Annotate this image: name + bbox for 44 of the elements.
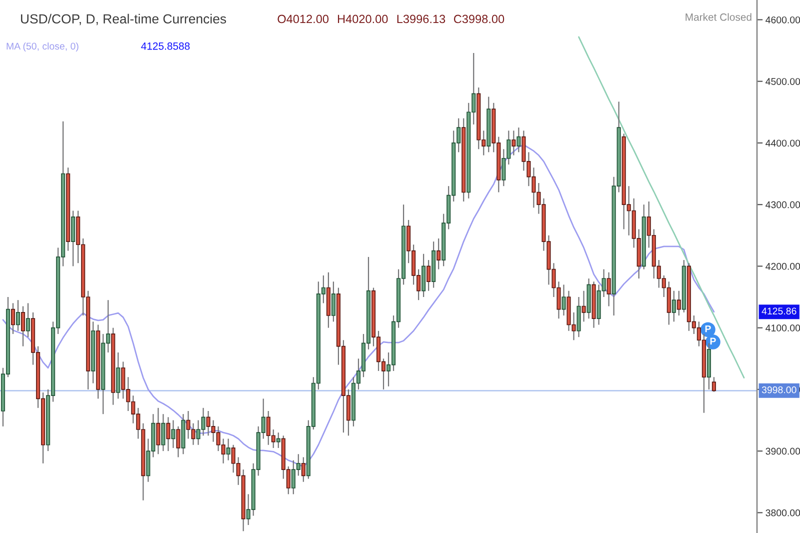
annotation: P (710, 338, 716, 344)
candlestick (166, 416, 170, 452)
candlestick (672, 290, 676, 322)
candlestick (582, 290, 586, 322)
candlestick (156, 407, 160, 455)
candlestick (606, 272, 611, 307)
annotation: L3996.13 (397, 14, 446, 24)
candlestick (436, 238, 441, 270)
y-tick-label: 4600.00 (766, 16, 800, 24)
annotation: P (705, 325, 711, 332)
candlestick (26, 302, 30, 338)
candlestick (16, 300, 20, 332)
text: USD/COP, D, Real-time Currencies (21, 14, 226, 26)
annotation: Market Closed (686, 13, 752, 21)
y-tick-label: 4400.00 (766, 140, 800, 147)
candlestick (161, 414, 166, 452)
y-tick-label: 4200.00 (766, 262, 800, 270)
candlestick (226, 438, 230, 461)
candlestick (171, 420, 176, 449)
annotation: O4012.00 (278, 14, 329, 24)
y-tick-label: 4500.00 (766, 78, 800, 85)
annotation: 4125.8588 (141, 42, 190, 50)
ref-line-label: 3998.00 (762, 386, 796, 394)
y-tick-label: 3900.00 (766, 448, 800, 455)
y-tick-label: 4300.00 (766, 201, 800, 208)
annotation: C3998.00 (454, 14, 504, 24)
annotation: H4020.00 (338, 14, 388, 24)
candlestick (10, 302, 16, 335)
candlestick (301, 456, 306, 482)
candlestick (676, 290, 681, 316)
line-series (578, 36, 745, 378)
annotation: 4125.86 (762, 308, 796, 314)
candlestick (516, 126, 521, 153)
candlestick (276, 432, 280, 449)
candlestick (176, 426, 180, 458)
candlestick (512, 130, 516, 156)
text: MA (50, close, 0) (6, 42, 78, 52)
candlestick (426, 259, 431, 292)
candlestick (562, 284, 566, 316)
candlestick (712, 376, 716, 392)
candlestick (21, 306, 26, 347)
y-tick-label: 3800.00 (766, 509, 800, 516)
y-tick-label: 4100.00 (766, 324, 800, 332)
candlestick (331, 281, 336, 322)
